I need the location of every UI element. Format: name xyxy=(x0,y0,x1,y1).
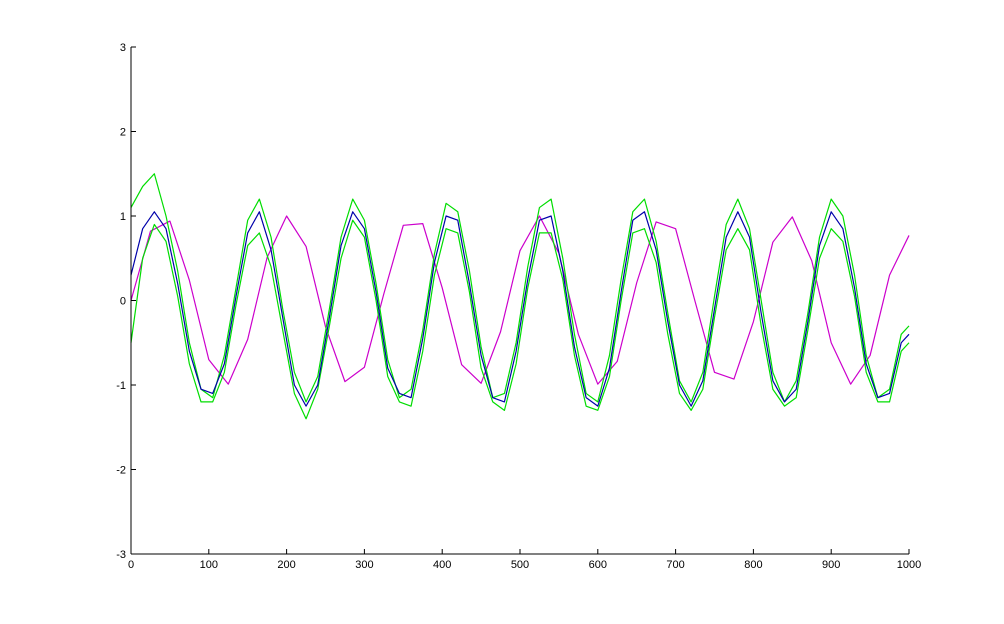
y-tick-label: -3 xyxy=(116,549,126,561)
y-tick-label: 2 xyxy=(120,127,126,139)
x-tick-label: 0 xyxy=(128,559,134,571)
x-tick-label: 100 xyxy=(200,559,218,571)
x-tick-label: 500 xyxy=(511,559,529,571)
x-tick-label: 600 xyxy=(589,559,607,571)
y-tick-label: -1 xyxy=(116,380,126,392)
x-tick-label: 300 xyxy=(355,559,373,571)
series-line-4 xyxy=(130,211,910,407)
x-tick-label: 200 xyxy=(277,559,295,571)
y-tick-label: 1 xyxy=(120,211,126,223)
series-layer xyxy=(130,173,910,420)
x-tick-label: 800 xyxy=(744,559,762,571)
x-tick-label: 900 xyxy=(822,559,840,571)
axes-layer: 0 100 200 300 400 500 600 700 800 900 1000 -3 -2 -1 0 1… xyxy=(116,42,921,571)
y-tick-label: 3 xyxy=(120,42,126,54)
y-tick-label: 0 xyxy=(120,296,126,308)
x-tick-label: 700 xyxy=(666,559,684,571)
series-line-1 xyxy=(130,215,910,385)
x-tick-label: 1000 xyxy=(897,559,921,571)
series-line-2 xyxy=(130,173,910,403)
series-line-3 xyxy=(130,219,910,420)
y-tick-label: -2 xyxy=(116,465,126,477)
x-tick-label: 400 xyxy=(433,559,451,571)
